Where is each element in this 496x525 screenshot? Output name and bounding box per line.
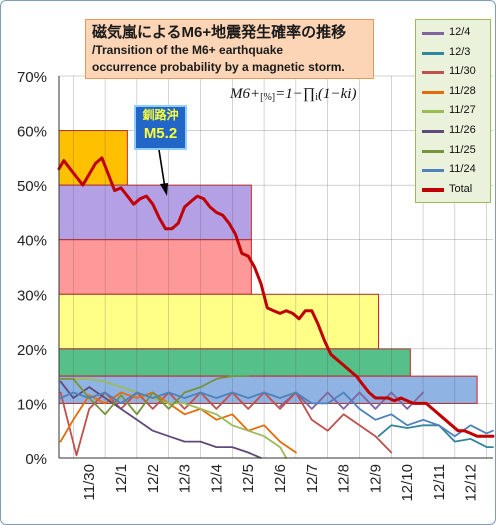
legend-item: 11/24	[422, 163, 492, 177]
series-line-11-28	[59, 391, 297, 454]
x-tick-label: 12/6	[272, 464, 289, 493]
formula-index: i	[315, 92, 318, 103]
y-tick-label: 0%	[25, 451, 47, 468]
x-tick-label-group: 11/30	[81, 464, 98, 500]
x-tick-label-group: 12/10	[399, 464, 416, 502]
x-tick-label-group: 12/6	[272, 464, 289, 493]
x-tick-label: 12/2	[145, 464, 162, 493]
y-tick-labels: 0% 10% 20% 30% 40% 50% 60% 70%	[17, 69, 47, 468]
x-tick-label-group: 12/8	[336, 464, 353, 493]
x-tick-label-group: 12/9	[367, 464, 384, 493]
chart-title-japanese: 磁気嵐によるM6+地震発生確率の推移	[92, 24, 347, 41]
legend-item: 11/30	[422, 65, 492, 79]
x-tick-labels: 11/30 12/1 12/2 12/3 12/4 12/5 12/6 12/7 12/8 12/…	[81, 464, 495, 502]
x-tick-label: 12/7	[304, 464, 321, 493]
legend-swatch	[422, 110, 444, 114]
legend-item: 11/28	[422, 85, 492, 99]
x-tick-label-group: 12/11	[431, 464, 448, 500]
series-line-11-26	[59, 380, 262, 459]
callout-location: 釧路沖	[142, 108, 179, 122]
legend-label: 12/3	[449, 45, 471, 58]
x-tick-label: 12/11	[431, 464, 448, 500]
x-tick-label: 12/4	[208, 464, 225, 493]
formula-lhs: M6+	[230, 86, 261, 102]
earthquake-callout: 釧路沖 M5.2	[134, 105, 187, 150]
x-tick-label: 12/3	[177, 464, 194, 493]
legend-swatch	[422, 51, 444, 55]
legend-swatch	[422, 130, 444, 133]
legend-label: 11/25	[449, 143, 476, 156]
probability-bands	[58, 130, 478, 404]
x-tick-label-group: 12/3	[177, 464, 194, 493]
legend-label: 12/4	[449, 26, 471, 38]
formula-unit: [%]	[260, 92, 276, 103]
y-tick-label: 40%	[17, 233, 47, 250]
probability-formula: M6+[%]=1−∏i(1−ki)	[230, 86, 400, 103]
probability-band-5	[58, 375, 478, 404]
x-tick-label: 12/5	[240, 464, 257, 493]
probability-band-3	[58, 293, 380, 350]
legend-swatch	[422, 149, 444, 153]
legend-item: 12/3	[422, 46, 492, 60]
y-tick-label: 50%	[17, 178, 47, 195]
legend-item: 11/26	[422, 124, 492, 138]
legend-swatch	[422, 169, 444, 173]
legend-item: 11/27	[422, 104, 492, 118]
x-tick-label: 12/9	[367, 464, 384, 493]
formula-tail: (1−ki)	[318, 86, 357, 102]
legend-item: Total	[422, 183, 492, 197]
series-line-total	[57, 156, 495, 438]
legend-swatch	[422, 32, 444, 35]
chart-title-box: 磁気嵐によるM6+地震発生確率の推移 /Transition of the M6…	[85, 19, 374, 79]
probability-band-0	[58, 130, 128, 186]
series-line-11-30	[59, 391, 393, 457]
x-tick-label-group: 12/5	[240, 464, 257, 493]
x-tick-label: 12/8	[336, 464, 353, 493]
chart-title-english-line1: /Transition of the M6+ earthquake	[92, 43, 284, 57]
probability-band-2	[58, 239, 252, 295]
formula-rhs: =1−∏	[275, 86, 316, 102]
legend-label: 11/28	[449, 84, 476, 97]
series-line-11-27	[59, 377, 288, 459]
legend-item: 12/4	[422, 26, 492, 40]
series-lines	[57, 156, 495, 459]
y-tick-label: 30%	[17, 287, 47, 304]
legend-item: 11/25	[422, 144, 492, 158]
x-tick-label: 12/12	[463, 464, 480, 502]
y-tick-label: 70%	[17, 69, 47, 86]
y-tick-label: 20%	[17, 342, 47, 359]
legend-swatch	[422, 71, 444, 75]
x-tick-label-group: 12/13	[495, 464, 496, 502]
probability-band-4	[58, 348, 411, 377]
series-line-11-24	[59, 391, 494, 438]
x-tick-label: 12/10	[399, 464, 416, 502]
x-tick-label-group: 12/4	[208, 464, 225, 493]
x-tick-label-group: 12/2	[145, 464, 162, 493]
chart-title-english-line2: occurrence probability by a magnetic sto…	[92, 60, 345, 74]
x-tick-label: 11/30	[81, 464, 98, 500]
callout-arrow	[158, 149, 166, 189]
callout-magnitude: M5.2	[143, 125, 178, 142]
x-tick-label: 12/13	[495, 464, 496, 502]
legend-label: 11/30	[449, 65, 476, 78]
callout-arrowhead	[160, 183, 168, 196]
legend-swatch	[422, 90, 444, 94]
x-tick-label-group: 12/1	[113, 464, 130, 493]
x-tick-label: 12/1	[113, 464, 130, 493]
chart-legend: 12/4 12/3 11/30 11/28 11/27 11/26 11/25 11/24 To…	[415, 19, 491, 203]
legend-swatch	[422, 187, 444, 192]
axes	[58, 76, 493, 459]
legend-label: Total	[449, 182, 473, 195]
x-tick-label-group: 12/7	[304, 464, 321, 493]
x-tick-label-group: 12/12	[463, 464, 480, 502]
y-tick-label: 60%	[17, 124, 47, 141]
legend-label: 11/24	[449, 163, 476, 176]
legend-label: 11/27	[449, 104, 476, 117]
legend-label: 11/26	[449, 124, 476, 136]
y-tick-label: 10%	[17, 396, 47, 413]
